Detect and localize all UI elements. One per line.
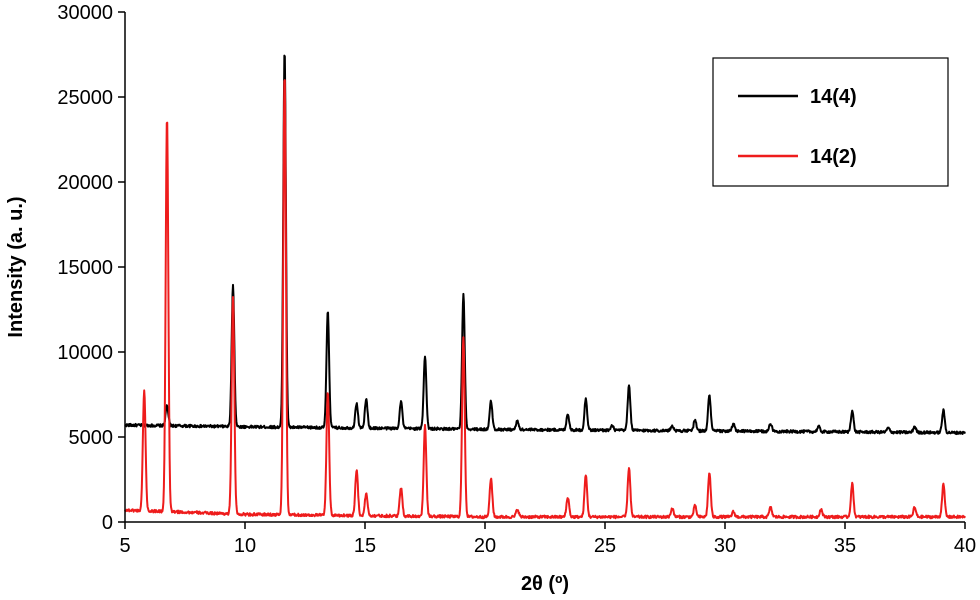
legend-label-14-4: 14(4) — [810, 86, 857, 108]
series-line-14-2 — [124, 79, 966, 520]
series-line-14-4 — [124, 54, 966, 436]
y-tick-label: 0 — [102, 512, 113, 534]
legend-label-14-2: 14(2) — [810, 146, 857, 168]
x-axis-title: 2θ (º) — [521, 573, 569, 595]
x-tick-label: 35 — [834, 535, 856, 557]
series-layer — [124, 54, 966, 520]
x-tick-label: 20 — [474, 535, 496, 557]
x-tick-label: 10 — [234, 535, 256, 557]
y-tick-label: 15000 — [57, 257, 113, 279]
y-tick-label: 30000 — [57, 2, 113, 24]
x-tick-label: 40 — [954, 535, 976, 557]
ticks: 0 5000 10000 15000 20000 25000 30000 5 10 15 20 25 3… — [57, 2, 976, 557]
x-tick-label: 25 — [594, 535, 616, 557]
legend-box — [712, 57, 949, 187]
legend: 14(4) 14(2) — [712, 57, 949, 187]
y-tick-label: 10000 — [57, 342, 113, 364]
x-tick-label: 15 — [354, 535, 376, 557]
x-tick-label: 30 — [714, 535, 736, 557]
y-axis-title: Intensity (a. u.) — [5, 196, 27, 337]
y-tick-label: 5000 — [69, 427, 114, 449]
x-tick-label: 5 — [119, 535, 130, 557]
y-tick-label: 20000 — [57, 172, 113, 194]
y-tick-label: 25000 — [57, 87, 113, 109]
